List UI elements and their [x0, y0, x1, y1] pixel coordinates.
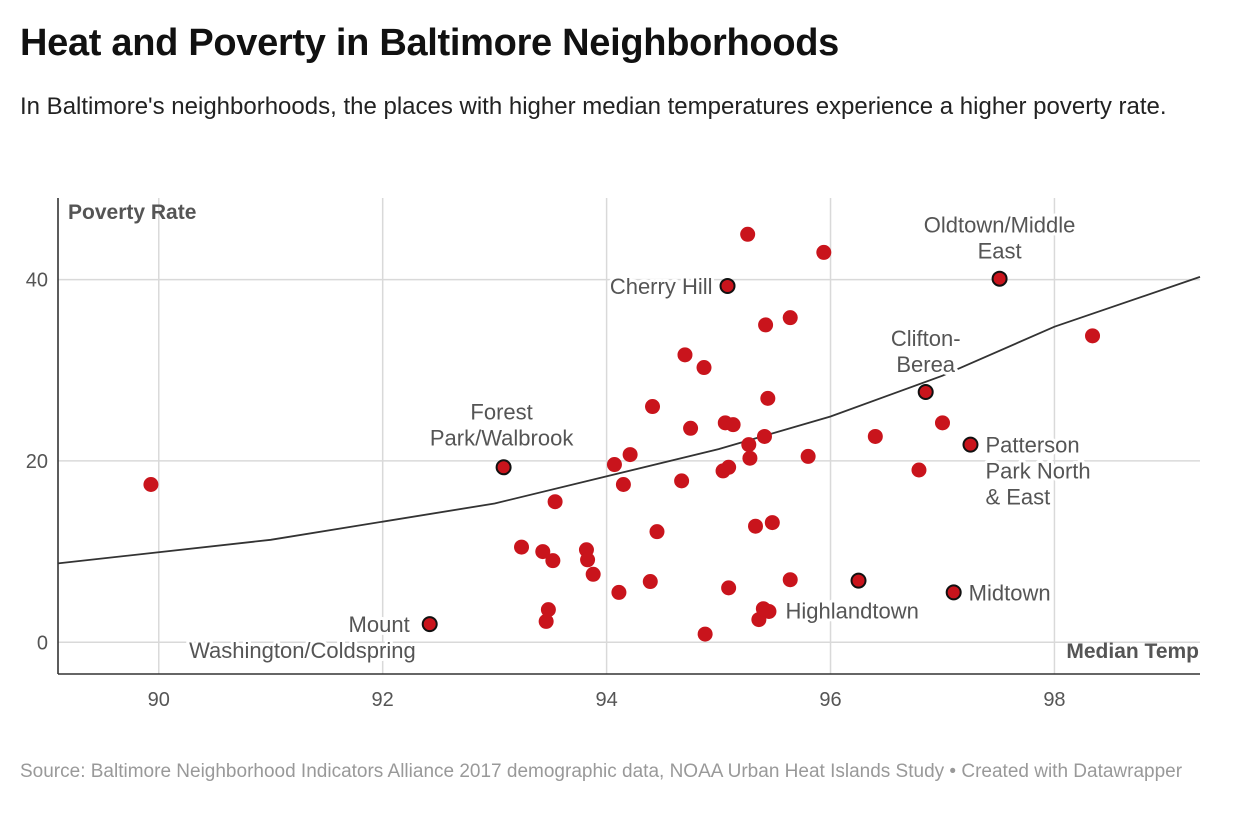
data-point [580, 552, 596, 568]
chart-subtitle: In Baltimore's neighborhoods, the places… [20, 93, 1167, 120]
highlighted-data-point [421, 616, 438, 633]
data-point [782, 572, 798, 588]
scatter-plot: 90 92 94 96 98 0 20 40 Poverty Rate Median Temp… [26, 198, 1201, 711]
highlighted-data-point [945, 584, 962, 601]
y-axis-title: Poverty Rate [68, 201, 196, 224]
data-point [547, 494, 563, 510]
data-point [585, 566, 601, 582]
data-point [611, 584, 627, 600]
data-point [677, 347, 693, 363]
point-label: Highlandtown [786, 599, 919, 624]
data-point [696, 360, 712, 376]
highlighted-data-point [962, 436, 979, 453]
data-point [649, 524, 665, 540]
point-annotations: Mount Washington/Coldspring Forest Park/Wal… [186, 210, 1094, 666]
data-point [782, 310, 798, 326]
data-point [911, 462, 927, 478]
data-point [538, 613, 554, 629]
data-point [934, 415, 950, 431]
data-point [748, 518, 764, 534]
point-label: Cherry Hill [610, 274, 713, 299]
point-label: Mount Washington/Coldspring [189, 612, 416, 663]
data-point [615, 477, 631, 493]
point-label: Midtown [969, 580, 1051, 605]
data-point [514, 539, 530, 555]
data-point [758, 317, 774, 333]
data-point [740, 226, 756, 242]
data-point [606, 457, 622, 473]
data-point [760, 390, 776, 406]
data-point [642, 574, 658, 590]
data-point [867, 428, 883, 444]
data-point [697, 626, 713, 642]
y-tick-label: 0 [37, 632, 48, 654]
data-point [764, 515, 780, 531]
data-point [721, 580, 737, 596]
data-point [645, 399, 661, 415]
highlighted-data-point [991, 270, 1008, 287]
y-tick-label: 40 [26, 270, 48, 292]
data-point [143, 477, 159, 493]
x-gridlines [158, 198, 1056, 674]
point-label: Clifton-Berea [891, 326, 961, 377]
y-tick-label: 20 [26, 451, 48, 473]
data-point [741, 437, 757, 453]
data-point [761, 603, 777, 619]
point-label: Forest Park/Walbrook [430, 399, 574, 450]
x-tick-label: 92 [372, 689, 394, 711]
data-point [742, 450, 758, 466]
highlighted-data-point [495, 459, 512, 476]
data-point [756, 428, 772, 444]
source-note: Source: Baltimore Neighborhood Indicator… [20, 761, 1183, 782]
data-points [143, 226, 1101, 642]
data-point [683, 420, 699, 436]
axes [57, 198, 1200, 675]
trend-line [57, 276, 1201, 565]
highlighted-data-point [719, 277, 736, 294]
data-point [674, 473, 690, 489]
data-point [622, 447, 638, 463]
data-point [800, 448, 816, 464]
data-point [721, 459, 737, 475]
chart-title: Heat and Poverty in Baltimore Neighborho… [20, 22, 839, 64]
data-point [1085, 328, 1101, 344]
x-tick-label: 94 [595, 689, 617, 711]
point-label: Patterson Park North & East [985, 433, 1090, 510]
highlighted-data-point [917, 384, 934, 401]
highlighted-data-point [850, 572, 867, 589]
data-point [816, 244, 832, 260]
x-tick-label: 98 [1043, 689, 1065, 711]
x-tick-label: 90 [148, 689, 170, 711]
tick-labels: 90 92 94 96 98 0 20 40 [26, 270, 1066, 711]
data-point [545, 553, 561, 569]
data-point [535, 544, 551, 560]
data-point [725, 417, 741, 433]
data-point [540, 602, 556, 618]
point-label: Oldtown/Middle East [924, 213, 1076, 264]
x-tick-label: 96 [819, 689, 841, 711]
x-axis-title: Median Temp [1066, 640, 1199, 663]
